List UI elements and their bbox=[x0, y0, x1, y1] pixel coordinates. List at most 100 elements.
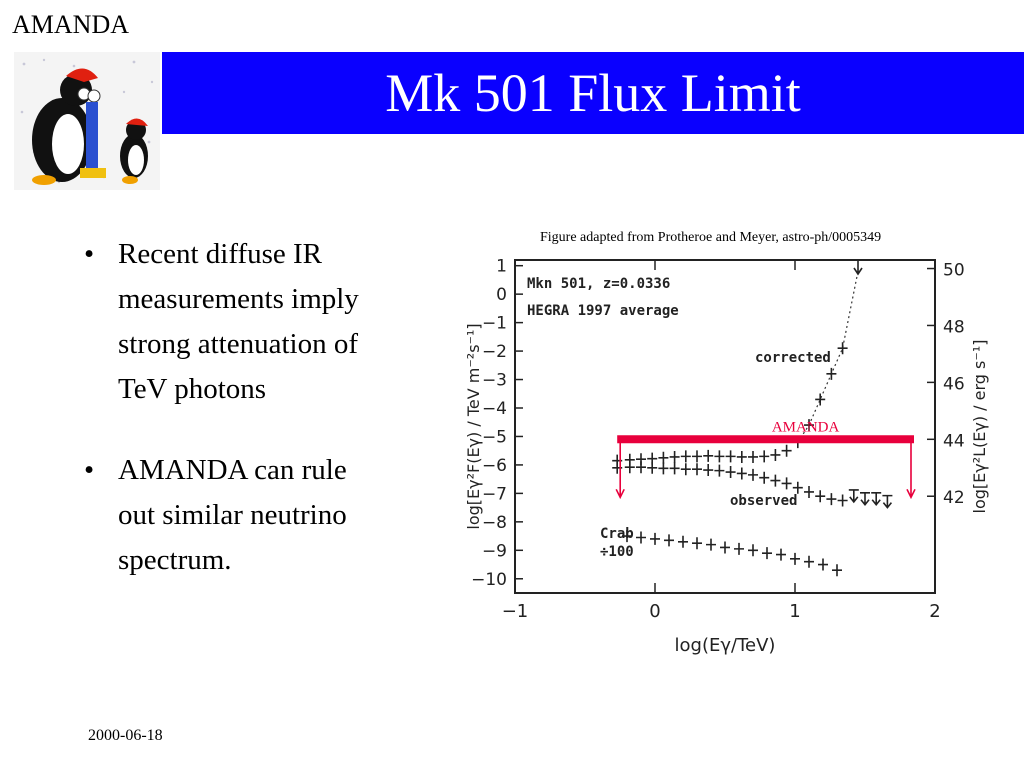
penguin-logo-icon bbox=[14, 52, 160, 190]
data-point bbox=[748, 468, 758, 481]
upper-limit-arrow bbox=[871, 491, 882, 507]
data-point bbox=[759, 471, 770, 484]
data-point bbox=[703, 449, 714, 462]
y2-tick-label: 46 bbox=[943, 374, 965, 394]
data-point bbox=[734, 542, 744, 555]
data-point bbox=[680, 450, 691, 463]
chart-annotation: Crab bbox=[600, 526, 634, 542]
data-point bbox=[669, 462, 680, 475]
data-point bbox=[624, 461, 635, 474]
flux-chart: −1 0 1 210−1−2−3−4−5−6−7−8−9−105048464442lo… bbox=[464, 257, 989, 656]
amanda-limit-arrow bbox=[906, 439, 916, 500]
bullet-line: TeV photons bbox=[118, 372, 267, 405]
data-point bbox=[664, 534, 674, 547]
y2-tick-label: 48 bbox=[943, 317, 965, 337]
chart-annotation: HEGRA 1997 average bbox=[527, 303, 679, 319]
y-tick-label: 0 bbox=[496, 285, 507, 305]
chart-annotation: Mkn 501, z=0.0336 bbox=[527, 276, 670, 292]
data-point bbox=[736, 467, 747, 480]
data-point bbox=[669, 450, 680, 463]
x-tick-label: 1 bbox=[789, 601, 800, 622]
data-point bbox=[706, 538, 716, 551]
plot-frame bbox=[514, 259, 936, 594]
upper-limit-arrow bbox=[848, 489, 859, 504]
x-tick-label: 2 bbox=[929, 601, 940, 622]
y-tick-label: −1 bbox=[482, 314, 507, 334]
x-axis-label: log(Eγ/TeV) bbox=[675, 635, 776, 656]
data-point bbox=[815, 393, 826, 406]
data-point bbox=[650, 532, 660, 545]
data-point bbox=[759, 450, 770, 463]
data-point bbox=[622, 530, 632, 543]
bullet-line: AMANDA can rule bbox=[118, 453, 347, 486]
y-axis-label: log[Eγ²F(Eγ) / TeV m⁻²s⁻¹] bbox=[464, 323, 483, 529]
y-tick-label: −3 bbox=[482, 371, 507, 391]
data-point bbox=[770, 448, 781, 461]
data-point bbox=[736, 450, 747, 463]
data-point bbox=[826, 493, 837, 506]
upper-limit-arrow bbox=[853, 260, 863, 276]
data-point bbox=[804, 485, 814, 498]
data-point bbox=[837, 342, 848, 355]
data-point bbox=[720, 541, 730, 554]
data-point bbox=[781, 444, 792, 457]
data-point bbox=[725, 466, 736, 479]
data-point bbox=[636, 461, 646, 474]
y2-tick-label: 42 bbox=[943, 488, 965, 508]
y-tick-label: −6 bbox=[482, 456, 507, 476]
data-point bbox=[658, 451, 669, 464]
y-tick-label: −2 bbox=[482, 342, 507, 362]
figure-caption: Figure adapted from Protheroe and Meyer,… bbox=[540, 230, 882, 245]
data-point bbox=[762, 547, 772, 560]
y-tick-label: −7 bbox=[482, 484, 507, 504]
bullet-list: • Recent diffuse IR measurements imply s… bbox=[82, 232, 452, 619]
upper-limit-arrow bbox=[882, 494, 893, 509]
slide-title: Mk 501 Flux Limit bbox=[385, 63, 801, 123]
x-tick-label: −1 bbox=[502, 601, 529, 622]
y-tick-label: −8 bbox=[482, 513, 507, 533]
upper-limit-arrow bbox=[860, 491, 870, 507]
y2-tick-label: 50 bbox=[943, 261, 965, 281]
y-tick-label: −4 bbox=[482, 399, 507, 419]
data-point bbox=[680, 463, 691, 476]
chart-annotation: ÷100 bbox=[600, 544, 634, 560]
y-tick-label: −9 bbox=[482, 541, 507, 561]
data-point bbox=[714, 450, 725, 463]
bullet-line: measurements imply bbox=[118, 282, 359, 315]
title-bar: Mk 501 Flux Limit bbox=[162, 52, 1024, 134]
data-point bbox=[714, 464, 725, 477]
chart-annotation: corrected bbox=[755, 350, 831, 366]
y-tick-label: 1 bbox=[496, 257, 507, 277]
bullet-line: spectrum. bbox=[118, 543, 232, 576]
data-point bbox=[826, 367, 837, 380]
amanda-limit-label: AMANDA bbox=[772, 419, 840, 435]
data-point bbox=[770, 474, 781, 487]
data-point bbox=[815, 490, 826, 503]
data-point bbox=[792, 481, 803, 494]
data-point bbox=[647, 461, 658, 474]
y2-tick-label: 44 bbox=[943, 431, 965, 451]
data-point bbox=[636, 531, 646, 544]
chart-annotation: observed bbox=[730, 493, 797, 509]
data-point bbox=[837, 494, 848, 507]
slide-date: 2000-06-18 bbox=[88, 727, 163, 744]
bullet-line: Recent diffuse IR bbox=[118, 238, 323, 270]
data-point bbox=[781, 477, 792, 490]
data-point bbox=[692, 537, 702, 550]
data-point bbox=[703, 464, 714, 477]
data-point bbox=[748, 544, 758, 557]
bullet-dot-icon: • bbox=[84, 238, 95, 270]
y-tick-label: −10 bbox=[471, 570, 507, 590]
data-point bbox=[776, 548, 786, 561]
bullet-dot-icon: • bbox=[84, 453, 95, 486]
data-point bbox=[692, 450, 702, 463]
data-point bbox=[832, 564, 842, 577]
amanda-limit-arrow bbox=[615, 439, 625, 500]
x-tick-label: 0 bbox=[649, 601, 660, 622]
bullet-item: • AMANDA can rule out similar neutrino s… bbox=[82, 448, 452, 583]
data-point bbox=[804, 419, 814, 432]
bullet-item: • Recent diffuse IR measurements imply s… bbox=[82, 232, 452, 412]
data-point bbox=[818, 558, 828, 571]
data-point bbox=[678, 535, 688, 548]
data-point bbox=[748, 450, 758, 463]
